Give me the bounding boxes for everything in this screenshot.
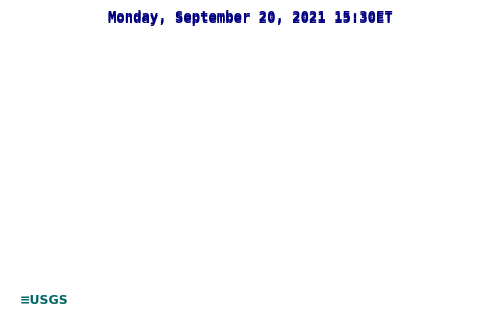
- Text: Monday, September 20, 2021 15:30ET: Monday, September 20, 2021 15:30ET: [108, 10, 393, 24]
- Text: ≡USGS: ≡USGS: [20, 294, 69, 307]
- Text: Monday, September 20, 2021 15:30ET: Monday, September 20, 2021 15:30ET: [108, 12, 393, 26]
